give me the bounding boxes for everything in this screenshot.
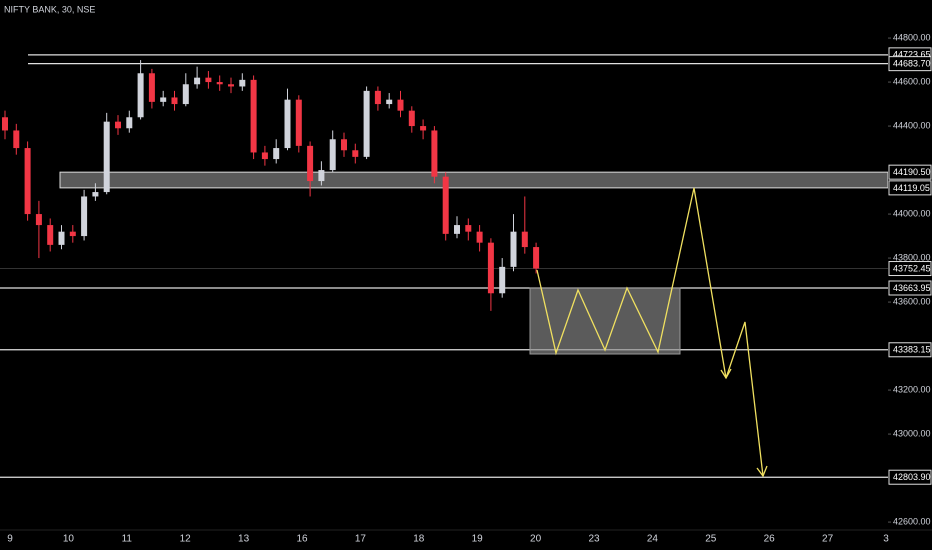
candle-body [160, 97, 167, 102]
candle-body [431, 130, 438, 177]
x-tick-label: 3 [883, 534, 889, 545]
candle-body [442, 176, 449, 234]
price-label-box [888, 164, 932, 180]
candle-body [137, 73, 144, 118]
x-tick-label: 17 [355, 534, 367, 545]
y-tick-label: 44400.00 [893, 120, 931, 130]
candle-body [408, 110, 415, 127]
candle-body [171, 97, 178, 105]
candle-body [126, 117, 133, 129]
candle-body [35, 214, 42, 226]
price-label-box [888, 180, 932, 196]
candle-body [487, 242, 494, 294]
price-label-box [888, 469, 932, 485]
candle-body [318, 170, 325, 182]
price-label: 43663.95 [893, 283, 931, 293]
candle-body [352, 150, 359, 157]
candle-body [13, 130, 20, 149]
candle-body [510, 231, 517, 267]
candle-body [499, 266, 506, 294]
price-label: 42803.90 [893, 472, 931, 482]
x-tick-label: 18 [413, 534, 425, 545]
candle-body [363, 90, 370, 157]
x-tick-label: 11 [122, 534, 133, 545]
candle-body [454, 225, 460, 234]
x-tick-label: 25 [705, 534, 717, 545]
candle-body [476, 231, 483, 243]
x-tick-label: 23 [588, 534, 600, 545]
candle-body [250, 79, 257, 153]
candle-body [194, 77, 201, 85]
candle-body [47, 225, 54, 245]
candle-body [341, 139, 347, 151]
price-label: 44723.65 [893, 50, 931, 60]
price-label-box [888, 342, 932, 358]
price-label-box [888, 280, 932, 296]
price-label-box [888, 261, 932, 277]
candle-body [92, 192, 99, 197]
x-tick-label: 9 [7, 534, 13, 545]
candle-body [103, 121, 110, 193]
y-tick-label: 42600.00 [893, 516, 931, 526]
candle-body [205, 77, 212, 83]
candle-body [284, 99, 291, 149]
y-tick-label: 44600.00 [893, 76, 931, 86]
background-layer [0, 54, 889, 478]
y-tick-label: 43600.00 [893, 296, 931, 306]
x-tick-label: 26 [764, 534, 776, 545]
x-tick-label: 24 [647, 534, 659, 545]
x-tick-label: 10 [63, 534, 75, 545]
candle-body [261, 152, 268, 160]
candle-body [397, 99, 404, 111]
arrow-head [756, 465, 768, 478]
projection-path [536, 187, 764, 477]
candle-body [115, 121, 121, 129]
candle-body [58, 231, 65, 245]
candles-layer [2, 60, 540, 311]
y-tick-label: 43000.00 [893, 428, 931, 438]
x-tick-label: 20 [530, 534, 542, 545]
x-tick-label: 13 [238, 534, 250, 545]
candle-body [239, 79, 246, 87]
candle-body [228, 84, 234, 87]
price-label: 44683.70 [893, 59, 931, 69]
x-tick-label: 27 [822, 534, 834, 545]
y-tick-label: 44000.00 [893, 208, 931, 218]
candle-body [295, 99, 302, 146]
candle-body [374, 90, 381, 105]
price-label: 43383.15 [893, 345, 931, 355]
candle-body [307, 145, 314, 182]
y-tick-label: 43800.00 [893, 252, 931, 262]
arrow-head [720, 368, 732, 380]
candle-body [24, 148, 31, 215]
candle-body [420, 126, 427, 131]
chart-title: NIFTY BANK, 30, NSE [4, 4, 95, 14]
candle-body [273, 148, 280, 160]
candle-body [216, 82, 223, 85]
price-label: 44119.05 [893, 183, 930, 193]
zone [59, 171, 889, 189]
price-label-box [888, 56, 932, 72]
candle-body [182, 84, 189, 105]
candle-body [329, 139, 336, 171]
candle-body [465, 225, 472, 232]
x-tick-label: 19 [472, 534, 484, 545]
x-tick-label: 12 [180, 534, 192, 545]
projection-box [529, 287, 681, 355]
projection [529, 187, 768, 478]
candle-body [81, 196, 88, 237]
candle-body [2, 117, 8, 131]
candle-body [386, 99, 393, 105]
y-tick-label: 44800.00 [893, 32, 931, 42]
candle-body [148, 73, 155, 102]
price-label: 44190.50 [893, 167, 931, 177]
x-tick-label: 16 [296, 534, 308, 545]
candle-body [521, 231, 528, 248]
y-tick-label: 43200.00 [893, 384, 931, 394]
price-label: 43752.45 [893, 263, 931, 273]
candle-body [533, 247, 540, 269]
candle-body [69, 231, 76, 237]
